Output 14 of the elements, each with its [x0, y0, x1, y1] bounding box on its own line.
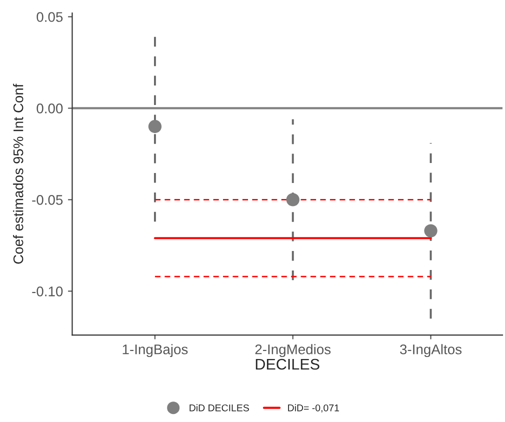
point: [286, 193, 300, 206]
x-tick-label: 2-IngMedios: [255, 344, 331, 358]
point: [148, 120, 162, 134]
point: [424, 224, 438, 238]
y-tick-label: 0.00: [36, 104, 63, 114]
x-axis-title: DECILES: [256, 358, 320, 370]
x-tick-label: 1-IngBajos: [122, 344, 188, 358]
y-axis-title: Coef estimados 95% Int Conf: [13, 84, 24, 264]
y-tick-label: -0.05: [32, 195, 63, 205]
legend-label: DiD DECILES: [190, 404, 249, 412]
y-tick-label: -0.10: [32, 286, 63, 296]
x-tick-label: 3-IngAltos: [400, 344, 462, 358]
y-tick-label: 0.05: [36, 12, 63, 22]
legend-label: DiD= -0,071: [288, 404, 339, 412]
